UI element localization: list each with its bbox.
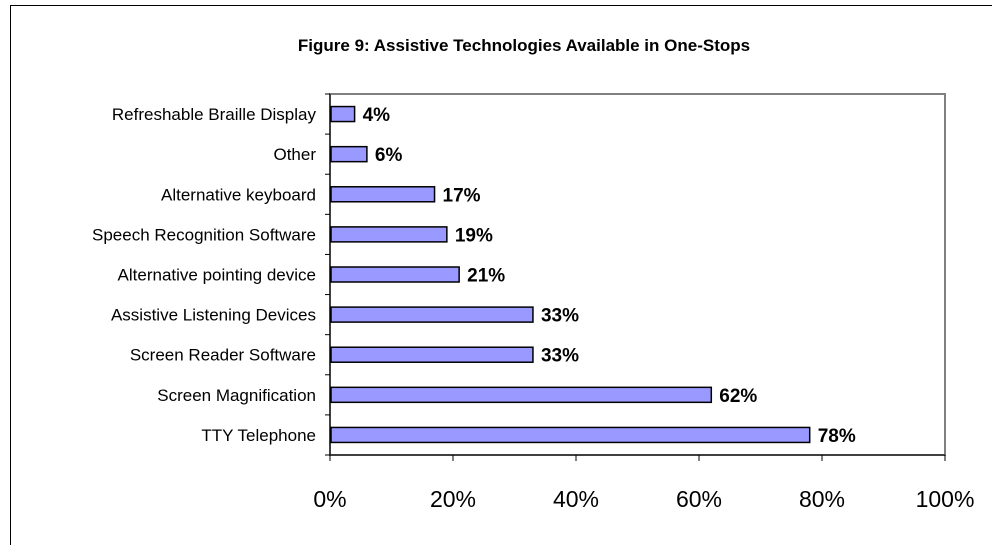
category-label: Speech Recognition Software	[92, 225, 316, 244]
bar	[330, 186, 436, 203]
chart-frame	[10, 5, 992, 545]
category-label: Other	[273, 145, 316, 164]
value-label: 21%	[467, 266, 505, 287]
axes: 0% 20% 40% 60% 80% 100%	[313, 93, 975, 512]
value-labels: 4% 6% 17% 19% 21% 33% 33% 62% 78%	[363, 105, 856, 447]
value-label: 78%	[818, 426, 856, 447]
category-label: Screen Magnification	[157, 386, 316, 405]
category-label: Refreshable Braille Display	[112, 105, 317, 124]
category-labels: Refreshable Braille Display Other Alternat…	[92, 105, 316, 445]
bar	[330, 306, 534, 323]
value-label: 19%	[455, 225, 493, 246]
x-tick-label: 0%	[313, 486, 346, 512]
x-tick-label: 40%	[553, 486, 599, 512]
bar	[330, 266, 460, 283]
x-tick-label: 80%	[799, 486, 845, 512]
category-label: Screen Reader Software	[130, 346, 316, 365]
category-label: Alternative keyboard	[161, 185, 316, 204]
bar	[330, 145, 368, 163]
value-label: 6%	[375, 145, 403, 166]
category-label: Assistive Listening Devices	[111, 306, 316, 325]
value-label: 33%	[541, 306, 579, 327]
bar-chart: Figure 9: Assistive Technologies Availab…	[92, 36, 975, 512]
x-tick-label: 100%	[916, 486, 975, 512]
chart-title: Figure 9: Assistive Technologies Availab…	[298, 36, 750, 55]
bar	[330, 426, 811, 444]
bar	[330, 386, 713, 404]
category-label: TTY Telephone	[201, 426, 316, 445]
bar	[330, 346, 534, 363]
x-tick-label: 20%	[430, 486, 476, 512]
bars-group	[330, 105, 811, 444]
value-label: 62%	[719, 386, 757, 407]
category-label: Alternative pointing device	[118, 266, 316, 285]
bar	[330, 105, 356, 123]
x-tick-label: 60%	[676, 486, 722, 512]
value-label: 4%	[363, 105, 391, 126]
value-label: 33%	[541, 346, 579, 367]
bar	[330, 226, 448, 243]
value-label: 17%	[443, 185, 481, 206]
